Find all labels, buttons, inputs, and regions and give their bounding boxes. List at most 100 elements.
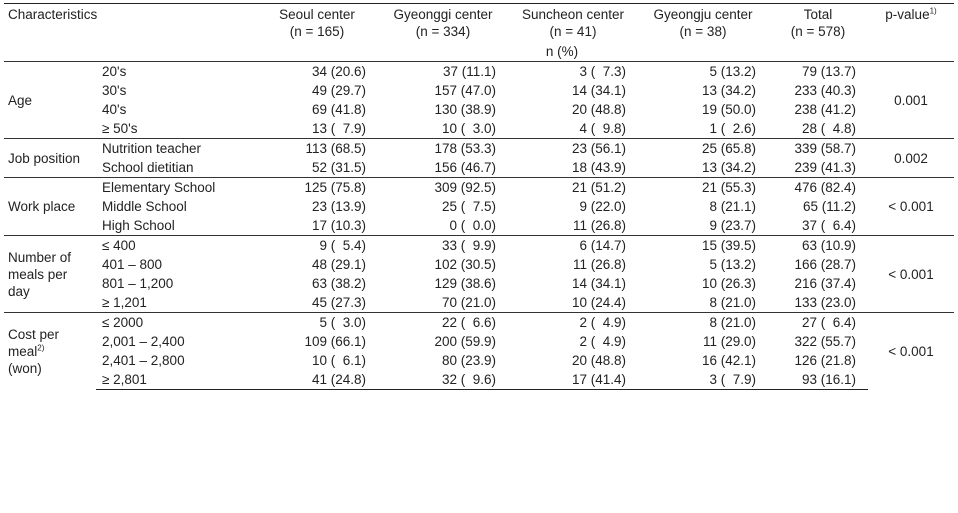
table-cell: 233 (40.3) bbox=[794, 83, 856, 98]
table-row: 2,401 – 2,800 10 ( 6.1) 80 (23.9) 20 (48.8)… bbox=[4, 351, 954, 370]
table-cell: 309 (92.5) bbox=[378, 177, 508, 197]
row-subcategory: 40's bbox=[102, 102, 127, 117]
table-cell: 8 (21.0) bbox=[709, 295, 756, 310]
header-characteristics: Characteristics bbox=[4, 3, 256, 42]
table-cell: 2 ( 4.9) bbox=[508, 312, 638, 332]
table-row: ≥ 50's 13 ( 7.9) 10 ( 3.0) 4 ( 9.8) 1 ( 2.6)… bbox=[4, 119, 954, 139]
table-cell: 19 (50.0) bbox=[701, 102, 756, 117]
table-cell: 63 (10.9) bbox=[768, 235, 868, 255]
header-total-name: Total bbox=[803, 7, 833, 22]
group-label-text: Work place bbox=[8, 199, 76, 214]
header-total: Total (n = 578) bbox=[768, 3, 868, 42]
table-cell: 23 (56.1) bbox=[508, 138, 638, 158]
table-row: 40's 69 (41.8) 130 (38.9) 20 (48.8) 19 (50.0… bbox=[4, 100, 954, 119]
table-row: School dietitian 52 (31.5) 156 (46.7) 18 (4… bbox=[4, 158, 954, 178]
header-suncheon-n: (n = 41) bbox=[549, 24, 597, 39]
group-pvalue: 0.001 bbox=[868, 61, 954, 139]
group-pvalue: 0.002 bbox=[868, 138, 954, 178]
table-cell: 34 (20.6) bbox=[256, 61, 378, 81]
table-row: Work place Elementary School 125 (75.8) 309… bbox=[4, 177, 954, 236]
table-cell: 14 (34.1) bbox=[571, 276, 626, 291]
header-gyeonggi-n: (n = 334) bbox=[415, 24, 471, 39]
table-cell: 79 (13.7) bbox=[768, 61, 868, 81]
table-cell: 9 (23.7) bbox=[709, 218, 756, 233]
table-cell: 17 (41.4) bbox=[508, 370, 638, 390]
header-pvalue-footnote: 1) bbox=[929, 6, 937, 16]
table-cell: 32 ( 9.6) bbox=[378, 370, 508, 390]
unit-spacer bbox=[4, 42, 256, 62]
group-pvalue: < 0.001 bbox=[868, 235, 954, 313]
table-cell: 113 (68.5) bbox=[256, 138, 378, 158]
table-cell: 37 ( 6.4) bbox=[801, 218, 856, 233]
table-cell: 17 (10.3) bbox=[311, 218, 366, 233]
group-label: Number of meals per day bbox=[4, 235, 96, 313]
table-cell: 102 (30.5) bbox=[434, 257, 496, 272]
table-cell: 80 (23.9) bbox=[441, 353, 496, 368]
header-row: Characteristics Seoul center (n = 165) G… bbox=[4, 3, 954, 42]
table-cell: 49 (29.7) bbox=[311, 83, 366, 98]
row-subcategory: 20's bbox=[96, 61, 256, 81]
table-cell: 41 (24.8) bbox=[256, 370, 378, 390]
table-cell: 10 ( 6.1) bbox=[311, 353, 366, 368]
table-cell: 20 (48.8) bbox=[571, 353, 626, 368]
table-row: Number of meals per day ≤ 400 9 ( 5.4) 33 (… bbox=[4, 235, 954, 313]
table-cell: 178 (53.3) bbox=[378, 138, 508, 158]
group-pvalue: < 0.001 bbox=[868, 177, 954, 236]
row-subcategory: ≥ 1,201 bbox=[102, 295, 147, 310]
table-row: ≥ 2,801 41 (24.8) 32 ( 9.6) 17 (41.4) 3 ( 7.… bbox=[4, 370, 954, 390]
group-label: Age bbox=[4, 61, 96, 139]
table-row: 401 – 800 48 (29.1) 102 (30.5) 11 (26.8) 5 (… bbox=[4, 255, 954, 274]
table-cell: 16 (42.1) bbox=[701, 353, 756, 368]
table-cell: 11 (26.8) bbox=[572, 218, 626, 233]
table-cell: 15 (39.5) bbox=[638, 235, 768, 255]
table-cell: 48 (29.1) bbox=[311, 257, 366, 272]
row-subcategory: ≥ 2,801 bbox=[96, 370, 256, 390]
table-cell: 3 ( 7.3) bbox=[508, 61, 638, 81]
header-seoul: Seoul center (n = 165) bbox=[256, 3, 378, 42]
row-subcategory: ≤ 400 bbox=[96, 235, 256, 255]
table-row: 30's 49 (29.7) 157 (47.0) 14 (34.1) 13 (34.2… bbox=[4, 81, 954, 100]
group-label-text: Age bbox=[8, 92, 33, 108]
row-subcategory: Middle School bbox=[102, 199, 187, 214]
table-cell: 11 (29.0) bbox=[702, 334, 756, 349]
row-subcategory: ≤ 2000 bbox=[96, 312, 256, 332]
table-cell: 10 (24.4) bbox=[571, 295, 626, 310]
table-cell: 9 ( 5.4) bbox=[256, 235, 378, 255]
row-subcategory: 801 – 1,200 bbox=[102, 276, 174, 291]
table-row: Cost per meal2) (won) ≤ 2000 5 ( 3.0) 22 ( 6… bbox=[4, 312, 954, 390]
unit-spacer-right bbox=[868, 42, 954, 62]
header-gyeongju: Gyeongju center (n = 38) bbox=[638, 3, 768, 42]
table-cell: 5 (13.2) bbox=[709, 257, 756, 272]
header-suncheon-name: Suncheon center bbox=[521, 7, 625, 22]
table-cell: 13 (34.2) bbox=[701, 160, 756, 175]
table-cell: 33 ( 9.9) bbox=[378, 235, 508, 255]
group-label-text: Number of meals per day bbox=[8, 249, 72, 299]
table-cell: 126 (21.8) bbox=[794, 353, 856, 368]
table-cell: 18 (43.9) bbox=[571, 160, 626, 175]
table-cell: 5 ( 3.0) bbox=[256, 312, 378, 332]
table-cell: 156 (46.7) bbox=[434, 160, 496, 175]
header-seoul-name: Seoul center bbox=[279, 7, 355, 22]
table-cell: 45 (27.3) bbox=[311, 295, 366, 310]
table-row: Job position Nutrition teacher 113 (68.5) 1… bbox=[4, 138, 954, 178]
table-cell: 0 ( 0.0) bbox=[449, 218, 496, 233]
group-label-unit: (won) bbox=[8, 360, 42, 376]
table-cell: 70 (21.0) bbox=[441, 295, 496, 310]
table-cell: 23 (13.9) bbox=[311, 199, 366, 214]
table-cell: 8 (21.1) bbox=[709, 199, 756, 214]
header-total-n: (n = 578) bbox=[790, 24, 846, 39]
row-subcategory: 2,401 – 2,800 bbox=[102, 353, 185, 368]
group-label-text: Cost per meal bbox=[8, 326, 60, 359]
table-cell: 20 (48.8) bbox=[571, 102, 626, 117]
row-subcategory: 401 – 800 bbox=[102, 257, 163, 272]
table-cell: 129 (38.6) bbox=[434, 276, 496, 291]
table-row: 801 – 1,200 63 (38.2) 129 (38.6) 14 (34.1) 1… bbox=[4, 274, 954, 293]
row-subcategory: Elementary School bbox=[96, 177, 256, 197]
table-cell: 13 ( 7.9) bbox=[311, 121, 366, 136]
table-cell: 10 (26.3) bbox=[701, 276, 756, 291]
table-row: High School 17 (10.3) 0 ( 0.0) 11 (26.8) 9 (… bbox=[4, 216, 954, 236]
table-cell: 13 (34.2) bbox=[701, 83, 756, 98]
table-cell: 239 (41.3) bbox=[794, 160, 856, 175]
group-label: Cost per meal2) (won) bbox=[4, 312, 96, 390]
table-body: Age 20's 34 (20.6) 37 (11.1) 3 ( 7.3) 5 (13.2… bbox=[4, 61, 954, 390]
